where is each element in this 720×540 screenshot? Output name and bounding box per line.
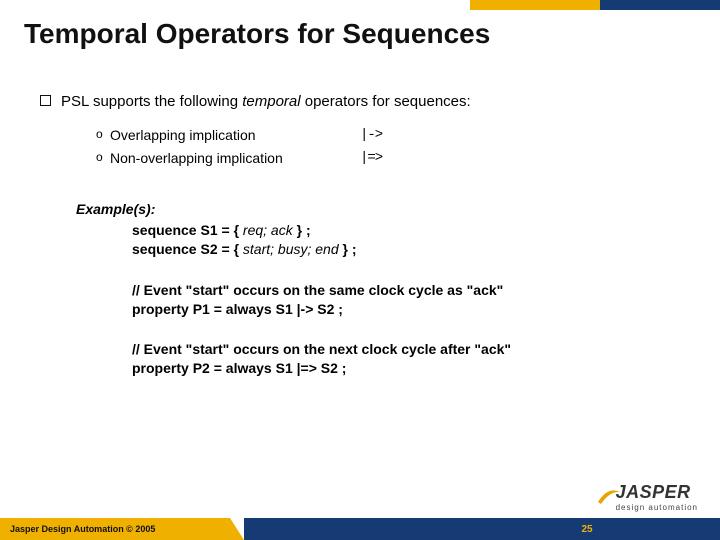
footer-mid: 25 <box>244 518 720 540</box>
code-text: P1 = <box>193 301 226 317</box>
stripe-gold <box>470 0 600 10</box>
sub-item-label: Overlapping implication <box>110 126 360 145</box>
example-heading: Example(s): <box>76 200 690 219</box>
list-item: o Non-overlapping implication |=> <box>96 149 690 168</box>
main-bullet-text: PSL supports the following temporal oper… <box>61 92 471 112</box>
stripe-white <box>0 0 470 10</box>
code-text: S1 = { <box>200 222 242 238</box>
circle-bullet-icon: o <box>96 149 110 165</box>
code-text: } ; <box>339 241 357 257</box>
page-number: 25 <box>581 524 592 535</box>
code-text: S1 |-> S2 ; <box>272 301 343 317</box>
circle-bullet-icon: o <box>96 126 110 142</box>
bullet-italic: temporal <box>242 93 300 110</box>
code-line: sequence S1 = { req; ack } ; <box>132 221 690 240</box>
keyword: sequence <box>132 222 197 238</box>
logo-main-text: JASPER <box>616 482 698 503</box>
list-item: o Overlapping implication |-> <box>96 126 690 145</box>
main-bullet: PSL supports the following temporal oper… <box>40 92 690 112</box>
code-comment: // Event "start" occurs on the same cloc… <box>132 281 690 300</box>
slide: Temporal Operators for Sequences PSL sup… <box>0 0 720 540</box>
footer-copyright: Jasper Design Automation © 2005 <box>0 518 230 540</box>
square-bullet-icon <box>40 95 51 106</box>
content-area: PSL supports the following temporal oper… <box>40 92 690 378</box>
code-line: property P2 = always S1 |=> S2 ; <box>132 359 690 378</box>
operator-symbol: |-> <box>360 126 382 145</box>
keyword: property <box>132 360 189 376</box>
code-text: P2 = <box>193 360 226 376</box>
footer-angle-icon <box>230 518 244 540</box>
keyword: always <box>226 301 272 317</box>
code-text: S2 = { <box>200 241 242 257</box>
code-line: sequence S2 = { start; busy; end } ; <box>132 240 690 259</box>
sub-item-label: Non-overlapping implication <box>110 149 360 168</box>
code-text: S1 |=> S2 ; <box>272 360 347 376</box>
keyword: sequence <box>132 241 197 257</box>
code-var: start; busy; end <box>243 241 339 257</box>
top-stripe <box>0 0 720 10</box>
slide-title: Temporal Operators for Sequences <box>24 18 490 50</box>
stripe-navy <box>600 0 720 10</box>
brand-logo: JASPER design automation <box>616 482 698 512</box>
sub-bullet-list: o Overlapping implication |-> o Non-over… <box>96 126 690 168</box>
footer-bar: Jasper Design Automation © 2005 25 <box>0 518 720 540</box>
code-comment: // Event "start" occurs on the next cloc… <box>132 340 690 359</box>
code-line: property P1 = always S1 |-> S2 ; <box>132 300 690 319</box>
operator-symbol: |=> <box>360 149 382 168</box>
keyword: property <box>132 301 189 317</box>
bullet-prefix: PSL supports the following <box>61 93 242 110</box>
example-block: Example(s): sequence S1 = { req; ack } ;… <box>76 200 690 378</box>
code-text: } ; <box>293 222 311 238</box>
bullet-suffix: operators for sequences: <box>301 93 471 110</box>
keyword: always <box>226 360 272 376</box>
code-var: req; ack <box>243 222 293 238</box>
swoosh-icon <box>598 488 620 504</box>
logo-sub-text: design automation <box>616 503 698 512</box>
